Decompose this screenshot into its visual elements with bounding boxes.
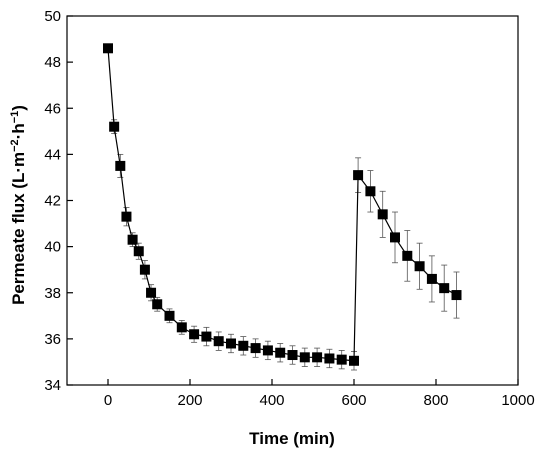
data-point-19	[287, 350, 298, 361]
data-point-17	[262, 345, 273, 356]
data-point-32	[439, 283, 450, 294]
y-axis-title-exp1: −2	[9, 139, 21, 152]
data-point-9	[164, 310, 175, 321]
data-point-29	[402, 250, 413, 261]
data-point-0	[103, 43, 113, 54]
y-tick-label-1: 36	[44, 331, 61, 348]
data-point-6	[139, 264, 150, 275]
y-tick-label-5: 44	[44, 146, 61, 163]
x-tick-label-2: 400	[259, 392, 284, 409]
data-point-3	[121, 211, 132, 222]
y-axis-title-exp2: −1	[9, 111, 21, 124]
data-point-21	[312, 352, 323, 363]
y-axis-title-close: )	[9, 105, 28, 111]
data-point-14	[226, 338, 236, 349]
data-point-5	[133, 246, 144, 257]
y-tick-label-7: 48	[44, 54, 61, 71]
y-tick-label-8: 50	[44, 8, 61, 25]
data-point-2	[115, 160, 126, 171]
data-point-27	[377, 209, 388, 220]
data-point-10	[176, 322, 187, 333]
series-line	[107, 48, 457, 362]
plot-frame	[66, 15, 519, 386]
x-tick-label-4: 800	[423, 392, 448, 409]
data-point-11	[189, 329, 200, 340]
x-tick-label-1: 200	[177, 392, 202, 409]
y-tick-label-6: 46	[44, 100, 61, 117]
y-axis-title-unit: ·h	[9, 123, 28, 139]
data-point-24	[349, 355, 359, 366]
data-point-28	[390, 232, 400, 243]
y-axis-title-main: Permeate flux (L·m	[9, 152, 28, 305]
x-tick-label-3: 600	[341, 392, 366, 409]
data-point-18	[275, 347, 286, 358]
data-point-30	[414, 261, 425, 272]
error-bars	[111, 119, 460, 371]
data-markers	[103, 43, 462, 366]
data-point-15	[238, 340, 249, 351]
x-axis-title: Time (min)	[249, 429, 335, 448]
y-tick-label-0: 34	[44, 377, 61, 394]
x-tick-label-0: 0	[104, 392, 112, 409]
data-point-16	[250, 343, 261, 354]
data-point-26	[365, 186, 376, 197]
y-tick-label-4: 42	[44, 193, 61, 210]
x-tick-label-5: 1000	[501, 392, 534, 409]
y-tick-label-2: 38	[44, 285, 61, 302]
data-point-20	[299, 352, 310, 363]
data-point-25	[353, 170, 364, 181]
data-point-13	[213, 336, 224, 347]
data-point-23	[336, 354, 347, 365]
y-tick-label-3: 40	[44, 239, 61, 256]
data-point-8	[152, 299, 163, 310]
data-point-12	[201, 331, 212, 342]
data-point-31	[426, 273, 437, 284]
data-point-1	[109, 121, 120, 132]
data-point-22	[324, 353, 335, 364]
axis-ticks: 0 200 400 600 800 1000 34 36 38 40 42 44 46 48 50	[44, 8, 534, 409]
y-axis-title: Permeate flux (L·m−2·h−1)	[9, 105, 28, 305]
data-point-33	[451, 290, 462, 301]
data-point-4	[127, 234, 138, 245]
data-point-7	[146, 287, 157, 298]
